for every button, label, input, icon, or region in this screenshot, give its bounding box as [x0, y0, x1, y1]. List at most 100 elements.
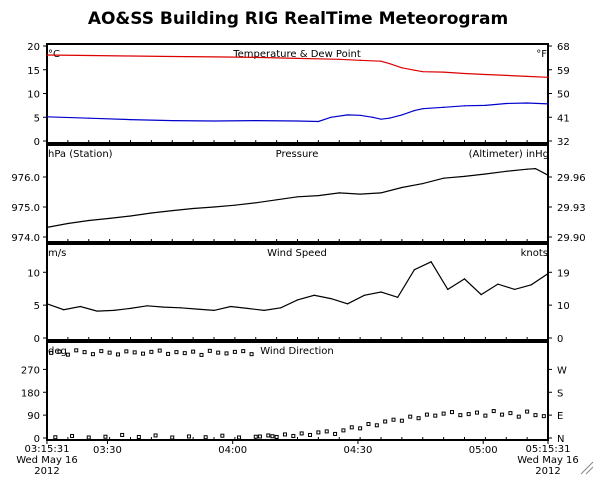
winddir-series-0-point — [257, 434, 262, 439]
temp-series-0-point — [505, 74, 507, 77]
winddir-left-unit: deg — [48, 346, 67, 357]
pressure-series-0-point — [88, 219, 90, 222]
pressure-left-tick-label: 975.0 — [11, 203, 40, 214]
temp-series-0-point — [359, 59, 361, 61]
winddir-series-0-point — [475, 410, 480, 415]
winddir-right-tick-label: S — [557, 388, 563, 399]
temp-series-1-point — [213, 120, 215, 122]
winddir-series-0-point — [383, 419, 388, 424]
winddir-series-1-point — [186, 434, 191, 439]
temp-series-0-point — [88, 54, 90, 57]
wind-series-0-point — [280, 307, 282, 309]
temp-series-0-point — [296, 57, 299, 59]
temp-series-1-point — [88, 117, 90, 119]
time-end-day: Wed May 16 — [517, 455, 579, 466]
winddir-series-0-point — [349, 425, 354, 430]
winddir-series-0-point — [491, 409, 496, 414]
pressure-series-0-point — [338, 192, 340, 194]
winddir-series-0-point — [516, 414, 521, 419]
time-end-label: 05:15:31 — [526, 444, 571, 455]
pressure-series-0-point — [213, 206, 215, 208]
wind-series-0-point — [530, 284, 532, 286]
wind-series-0-point — [146, 305, 148, 307]
wind-series-0-point — [514, 288, 516, 290]
winddir-series-0-point — [191, 349, 196, 354]
winddir-series-0-point — [541, 414, 546, 419]
wind-left-unit: m/s — [48, 248, 66, 259]
winddir-series-1-point — [203, 435, 208, 440]
temp-series-1-point — [46, 116, 48, 118]
wind-left-tick-label: 5 — [34, 301, 40, 312]
temp-left-tick-label: 0 — [34, 137, 40, 148]
winddir-series-0-point — [399, 418, 404, 423]
winddir-series-0-point — [424, 412, 429, 417]
temp-panel-title: Temperature & Dew Point — [232, 49, 361, 60]
wind-series-0-point — [63, 309, 65, 311]
winddir-left-tick-label: 90 — [27, 411, 40, 422]
winddir-series-0-point — [232, 349, 237, 354]
pressure-series-0-point — [359, 193, 361, 195]
winddir-series-1-point — [70, 433, 75, 438]
time-start-label: 03:15:31 — [25, 444, 70, 455]
winddir-series-0-point — [308, 432, 313, 437]
winddir-right-tick-label: W — [557, 365, 567, 376]
wind-series-0-point — [547, 273, 549, 275]
wind-series-0-point — [79, 305, 81, 308]
wind-series-0-point — [196, 308, 198, 310]
pressure-series-0-point — [422, 183, 424, 185]
wind-series-0-point — [230, 305, 232, 308]
temp-series-1-point — [443, 106, 445, 108]
temp-series-0-point — [255, 56, 257, 59]
pressure-series-0-point — [484, 173, 486, 175]
temp-series-0-point — [547, 76, 549, 78]
temp-right-unit: °F — [536, 49, 547, 60]
winddir-series-0-point — [74, 348, 79, 353]
time-tick-label: 05:00 — [469, 445, 498, 456]
wind-panel-title: Wind Speed — [267, 248, 327, 259]
wind-series-0-point — [96, 310, 98, 312]
resize-grip-icon[interactable] — [580, 461, 594, 475]
chart-title: AO&SS Building RIG RealTime Meteorogram — [88, 9, 508, 29]
winddir-series-0-point — [391, 417, 396, 422]
winddir-series-0-point — [49, 350, 54, 355]
winddir-series-0-point — [508, 411, 513, 416]
winddir-series-0-point — [525, 409, 530, 414]
winddir-series-1-point — [103, 434, 108, 439]
pressure-series-0-point — [547, 174, 549, 176]
wind-series-0-line — [46, 261, 549, 312]
winddir-series-0-point — [274, 434, 279, 439]
pressure-series-0-point — [171, 210, 173, 212]
winddir-series-0-point — [207, 348, 212, 353]
pressure-right-tick-label: 29.93 — [557, 203, 586, 214]
winddir-series-0-point — [449, 410, 454, 415]
temp-left-tick-label: 5 — [34, 113, 40, 124]
pressure-right-tick-label: 29.90 — [557, 233, 586, 244]
winddir-series-0-point — [124, 349, 129, 354]
winddir-series-0-point — [483, 413, 488, 418]
winddir-series-1-point — [120, 432, 125, 437]
pressure-series-0-point — [255, 202, 257, 204]
wind-right-tick-label: 19 — [557, 268, 570, 279]
temp-series-0-point — [338, 58, 340, 60]
pressure-series-0-line — [46, 167, 549, 228]
winddir-series-0-point — [107, 350, 112, 355]
winddir-series-0-point — [458, 413, 463, 418]
winddir-series-0-point — [174, 350, 179, 355]
pressure-series-0-point — [276, 199, 278, 201]
wind-series-0-point — [397, 296, 399, 298]
wind-right-unit: knots — [521, 248, 548, 259]
temp-series-1-point — [317, 120, 319, 123]
winddir-series-0-point — [157, 348, 162, 353]
temp-series-0-point — [422, 71, 424, 73]
temp-series-0-point — [46, 54, 48, 56]
temp-series-1-point — [347, 114, 349, 116]
winddir-right-tick-label: N — [557, 434, 564, 445]
wind-series-0-point — [246, 307, 248, 310]
winddir-series-0-point — [433, 413, 438, 418]
time-start-year: 2012 — [34, 466, 59, 477]
wind-series-0-point — [113, 309, 115, 311]
winddir-series-0-point — [199, 352, 204, 357]
temp-right-tick-label: 32 — [557, 137, 570, 148]
pressure-series-0-point — [505, 170, 507, 172]
winddir-series-0-point — [166, 351, 171, 356]
